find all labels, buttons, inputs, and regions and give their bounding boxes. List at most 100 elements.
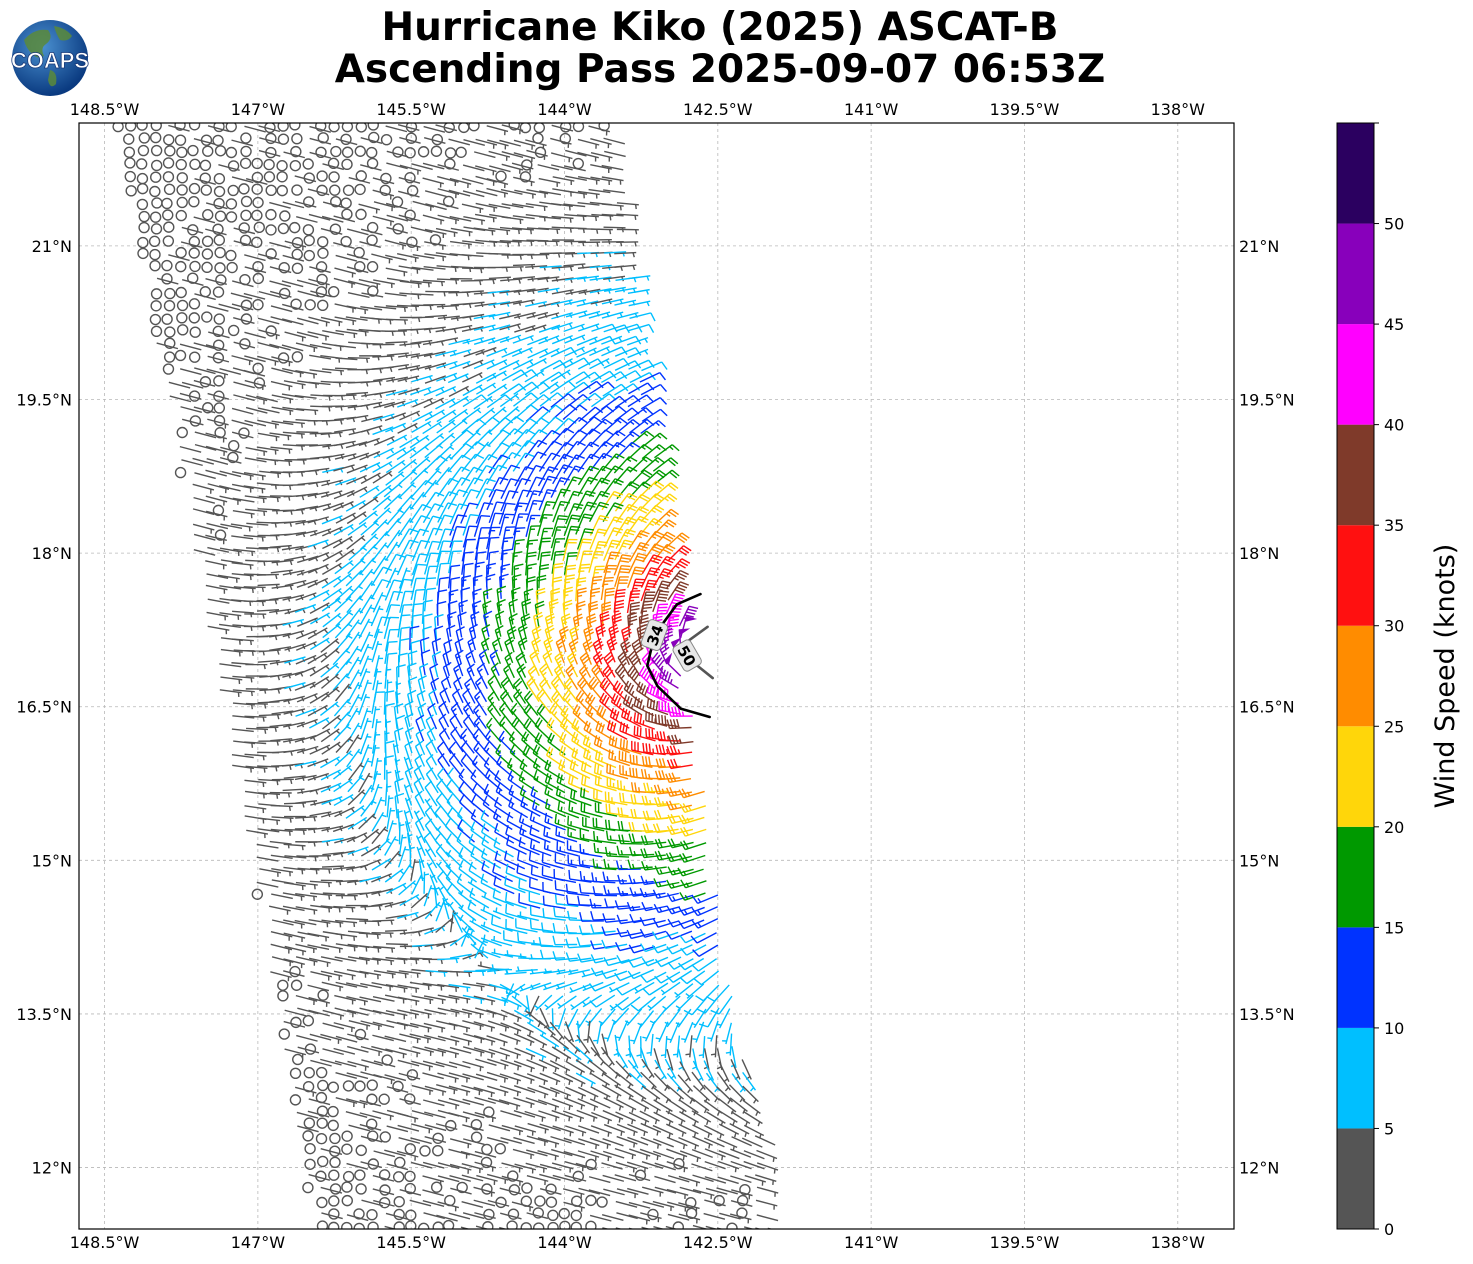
barb-shaft [501,163,524,171]
barb-half-feather [576,584,582,587]
calm-marker [444,158,456,170]
barb-shaft [601,164,624,171]
barb-half-feather [249,640,253,646]
calm-marker [340,235,352,248]
barb-half-feather [381,594,386,597]
barb-shaft [513,288,536,293]
wind-barb [577,151,599,162]
wind-barb [188,182,201,195]
wind-barb [291,248,303,261]
wind-barb [627,288,650,295]
barb-half-feather [288,472,291,478]
wind-barb [251,183,263,195]
calm-marker [188,195,200,208]
barb-shaft [398,176,421,184]
wind-barb [279,210,291,222]
wind-barb [175,158,187,171]
wind-barb [409,280,432,288]
wind-barb [291,132,303,145]
calm-marker [341,146,354,158]
barb-shaft [398,214,421,222]
wind-barb [136,123,148,131]
barb-shaft [486,125,509,133]
wind-barb [368,131,380,144]
wind-barb [137,247,149,260]
wind-barb [430,145,443,157]
wind-barb [461,203,484,213]
wind-barb [188,195,200,208]
barb-shaft [463,139,485,146]
barb-half-feather [556,229,559,234]
wind-barb [309,151,332,159]
barb-shaft [346,266,369,274]
wind-barb [539,216,562,220]
wind-barb [588,188,611,194]
barb-shaft [424,253,447,258]
barb-half-feather [646,275,650,281]
calm-marker [277,123,289,132]
wind-barb [361,292,384,298]
wind-barb [386,226,408,234]
wind-barb [240,145,252,158]
barb-shaft [449,579,452,602]
wind-barb [601,203,624,211]
wind-barb [149,259,161,272]
barb-shaft [424,241,447,247]
barb-shaft [563,263,586,267]
barb-shaft [499,239,522,243]
wind-barb [534,146,547,159]
barb-half-feather [632,265,636,271]
wind-barb [424,190,447,198]
wind-barb [303,196,315,208]
barb-shaft [628,275,651,280]
wind-barb [277,133,290,145]
wind-barb [537,240,560,246]
barb-shaft [233,227,256,235]
barb-shaft [513,276,536,280]
barb-feather [604,576,614,579]
barb-shaft [296,215,318,223]
calm-marker [367,123,379,131]
calm-marker [199,172,211,184]
barb-shaft [243,586,266,589]
wind-barb [291,262,304,274]
barb-half-feather [466,292,469,297]
wind-barb [182,279,204,286]
barb-shaft [614,264,637,268]
barb-half-feather [645,289,649,295]
wind-barb [315,146,327,158]
calm-marker [212,286,225,298]
wind-barb [327,157,340,170]
barb-shaft [296,279,319,287]
wind-barb [269,241,291,249]
wind-barb [175,246,187,259]
barb-shaft [499,226,522,231]
wind-barb [150,123,162,132]
wind-barb [422,214,445,225]
wind-barb [354,183,366,196]
wind-barb [290,145,302,158]
wind-barb [422,279,445,287]
barb-shaft [539,216,562,220]
barb-shaft [436,278,459,281]
wind-barb [423,265,446,270]
barb-shaft [422,177,445,185]
barb-half-feather [467,255,470,261]
calm-marker [277,222,290,235]
barb-half-feather [632,252,635,258]
wind-barb [215,274,227,286]
wind-barb [201,248,214,260]
wind-barb [385,254,407,261]
wind-barb [354,260,366,273]
calm-marker [380,172,392,185]
calm-marker [288,221,301,234]
calm-marker [251,236,263,249]
wind-barb [194,178,216,185]
wind-barb [316,273,328,286]
barb-half-feather [313,420,316,426]
calm-marker [188,235,201,248]
wind-barb [291,184,303,196]
wind-barb [406,185,419,197]
calm-marker [559,132,571,145]
wind-barb [302,158,314,170]
